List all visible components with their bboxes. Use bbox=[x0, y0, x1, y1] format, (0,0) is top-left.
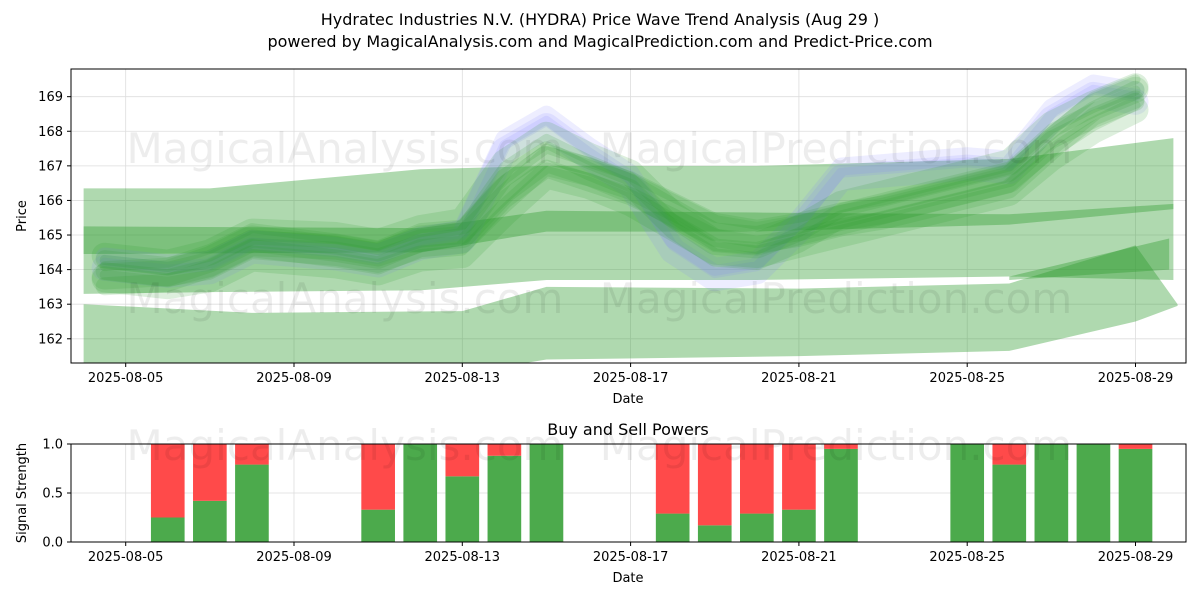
price-wave bbox=[99, 100, 1141, 287]
x-tick-label: 2025-08-25 bbox=[929, 371, 1005, 386]
x-tick-label: 2025-08-13 bbox=[425, 371, 501, 386]
price-band bbox=[1009, 238, 1170, 280]
y-tick-label: 169 bbox=[38, 90, 63, 105]
price-wave bbox=[95, 80, 1145, 276]
sell-power-bar bbox=[235, 444, 269, 465]
x-tick-label: 2025-08-29 bbox=[1098, 371, 1174, 386]
price-plot-background bbox=[71, 69, 1186, 363]
price-wave bbox=[95, 74, 1145, 276]
buy-power-bar bbox=[992, 464, 1027, 542]
x-tick-label: 2025-08-17 bbox=[593, 550, 669, 565]
signal-x-axis-label: Date bbox=[612, 571, 643, 586]
signal-bars bbox=[150, 444, 1153, 542]
sell-power-bar bbox=[487, 444, 522, 456]
x-tick-label: 2025-08-09 bbox=[256, 371, 332, 386]
price-bands bbox=[83, 138, 1178, 363]
buy-power-bar bbox=[1034, 444, 1069, 542]
watermark-analysis-mid: MagicalAnalysis.com bbox=[127, 274, 564, 323]
buy-power-bar bbox=[193, 500, 227, 542]
price-band bbox=[83, 203, 1174, 255]
signal-y-axis-label: Signal Strength bbox=[15, 443, 30, 543]
sell-power-bar bbox=[782, 444, 816, 510]
price-plot-grid bbox=[71, 69, 1186, 363]
sell-power-bar bbox=[655, 444, 690, 514]
price-wave bbox=[91, 96, 1149, 300]
buy-power-bar bbox=[150, 517, 185, 542]
price-wave bbox=[95, 92, 1145, 288]
sell-power-bar bbox=[697, 444, 732, 526]
buy-power-bar bbox=[445, 476, 480, 542]
price-wave bbox=[99, 84, 1141, 279]
buy-power-bar bbox=[235, 464, 269, 542]
price-axis-ticks: 2025-08-05 2025-08-09 2025-08-13 2025-08-17… bbox=[38, 90, 1173, 386]
y-tick-label: 168 bbox=[38, 125, 63, 140]
sell-power-bar bbox=[445, 444, 480, 477]
sell-power-bar bbox=[193, 444, 227, 501]
y-tick-label: 0.5 bbox=[42, 487, 63, 502]
price-band bbox=[83, 245, 1178, 363]
y-tick-label: 0.0 bbox=[42, 536, 63, 551]
watermark-prediction-bottom: MagicalPrediction.com bbox=[600, 421, 1073, 470]
buy-power-bar bbox=[529, 444, 564, 542]
x-tick-label: 2025-08-05 bbox=[88, 371, 164, 386]
x-tick-label: 2025-08-17 bbox=[593, 371, 669, 386]
chart-subtitle: powered by MagicalAnalysis.com and Magic… bbox=[267, 32, 932, 51]
sell-power-bar bbox=[740, 444, 774, 514]
watermark-analysis-bottom: MagicalAnalysis.com bbox=[127, 421, 564, 470]
buy-power-bar bbox=[782, 509, 816, 542]
price-waves bbox=[91, 73, 1149, 300]
buy-power-bar bbox=[361, 509, 395, 542]
x-tick-label: 2025-08-05 bbox=[88, 550, 164, 565]
y-tick-label: 167 bbox=[38, 159, 63, 174]
price-y-axis-label: Price bbox=[15, 200, 30, 232]
price-wave bbox=[95, 90, 1145, 296]
y-tick-label: 166 bbox=[38, 194, 63, 209]
buy-power-bar bbox=[655, 513, 690, 542]
watermark-analysis-top: MagicalAnalysis.com bbox=[127, 124, 564, 173]
x-tick-label: 2025-08-29 bbox=[1098, 550, 1174, 565]
sell-power-bar bbox=[1118, 444, 1153, 449]
x-tick-label: 2025-08-21 bbox=[761, 371, 837, 386]
price-band bbox=[83, 138, 1174, 294]
price-wave bbox=[91, 81, 1149, 292]
x-tick-label: 2025-08-09 bbox=[256, 550, 332, 565]
buy-power-bar bbox=[697, 525, 732, 542]
sell-power-bar bbox=[992, 444, 1027, 465]
watermark-prediction-mid: MagicalPrediction.com bbox=[600, 274, 1073, 323]
x-tick-label: 2025-08-21 bbox=[761, 550, 837, 565]
signal-axis-ticks: 2025-08-05 2025-08-09 2025-08-13 2025-08-17… bbox=[42, 438, 1173, 566]
y-tick-label: 164 bbox=[38, 263, 63, 278]
buy-power-bar bbox=[824, 448, 858, 542]
watermark-prediction-top: MagicalPrediction.com bbox=[600, 124, 1073, 173]
price-wave bbox=[99, 74, 1141, 272]
y-tick-label: 165 bbox=[38, 229, 63, 244]
y-tick-label: 162 bbox=[38, 332, 63, 347]
x-tick-label: 2025-08-13 bbox=[425, 550, 501, 565]
sell-power-bar bbox=[824, 444, 858, 449]
price-plot-frame bbox=[70, 68, 1187, 364]
price-wave bbox=[99, 85, 1141, 272]
buy-power-bar bbox=[403, 444, 438, 542]
y-tick-label: 163 bbox=[38, 298, 63, 313]
price-wave bbox=[91, 73, 1149, 276]
signal-chart-title: Buy and Sell Powers bbox=[547, 420, 709, 439]
price-wave bbox=[91, 76, 1149, 290]
x-tick-label: 2025-08-25 bbox=[929, 550, 1005, 565]
buy-power-bar bbox=[1076, 444, 1111, 542]
buy-power-bar bbox=[487, 455, 522, 542]
sell-power-bar bbox=[150, 444, 185, 518]
buy-power-bar bbox=[950, 444, 985, 542]
price-x-axis-label: Date bbox=[612, 392, 643, 407]
chart-title: Hydratec Industries N.V. (HYDRA) Price W… bbox=[321, 10, 880, 29]
y-tick-label: 1.0 bbox=[42, 438, 63, 453]
sell-power-bar bbox=[361, 444, 395, 510]
buy-power-bar bbox=[1118, 448, 1153, 542]
buy-power-bar bbox=[740, 513, 774, 542]
